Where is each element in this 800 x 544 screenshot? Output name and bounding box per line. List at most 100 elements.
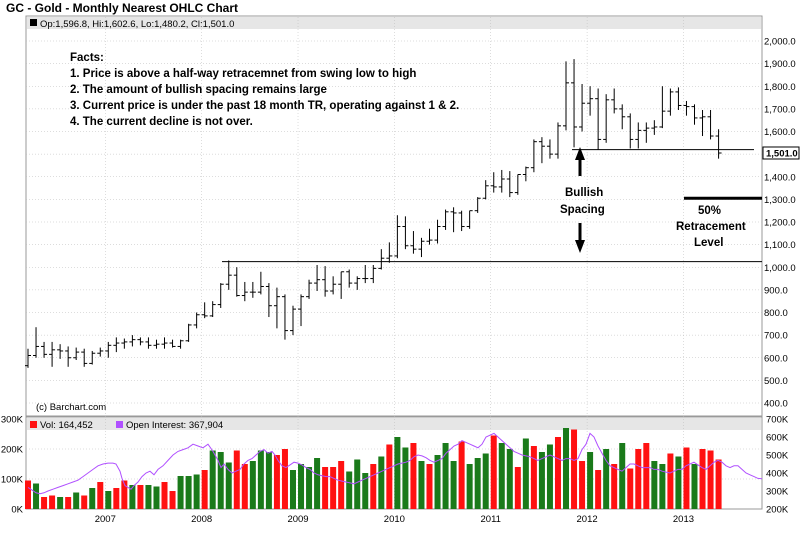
facts-line-2: 2. The amount of bullish spacing remains… bbox=[70, 84, 327, 96]
volume-bar bbox=[249, 461, 256, 509]
volume-bar bbox=[330, 467, 337, 509]
ohlc-bar bbox=[587, 86, 594, 116]
volume-bar bbox=[587, 452, 594, 509]
retrace-label-0: 50% bbox=[698, 205, 721, 217]
ohlc-bar bbox=[571, 59, 578, 148]
volume-bar bbox=[442, 443, 449, 509]
volume-bar bbox=[217, 452, 224, 509]
volume-bars bbox=[25, 428, 722, 509]
volume-bar bbox=[571, 429, 578, 509]
ohlc-bar bbox=[97, 347, 104, 357]
x-tick-label: 2008 bbox=[191, 514, 212, 525]
volume-bar bbox=[225, 462, 232, 509]
ohlc-bar bbox=[458, 210, 465, 232]
price-header-bar bbox=[27, 17, 761, 29]
volume-bar bbox=[289, 470, 296, 509]
open-interest-axis: 200K 300K 400K 500K 600K 700K bbox=[766, 415, 789, 516]
volume-bar bbox=[233, 450, 240, 509]
ohlc-bar bbox=[514, 173, 521, 195]
volume-bar bbox=[306, 467, 313, 509]
volume-bar bbox=[201, 470, 208, 509]
volume-bar bbox=[185, 476, 192, 509]
volume-bar bbox=[683, 447, 690, 509]
volume-bar bbox=[370, 464, 377, 509]
ohlc-bar bbox=[659, 86, 666, 129]
price-panel bbox=[25, 15, 763, 417]
ohlc-bar bbox=[418, 237, 425, 258]
ohlc-bar bbox=[691, 104, 698, 125]
retracement-annotation: 50% Retracement Level bbox=[676, 205, 746, 249]
oi-tick-label: 500K bbox=[766, 451, 789, 462]
oi-tick-label: 400K bbox=[766, 469, 789, 480]
ohlc-bar bbox=[603, 94, 610, 143]
ohlc-bar bbox=[257, 271, 264, 295]
volume-bar bbox=[241, 464, 248, 509]
volume-bar bbox=[514, 467, 521, 509]
volume-bar bbox=[426, 464, 433, 509]
volume-bar bbox=[129, 485, 136, 509]
volume-bar bbox=[490, 435, 497, 509]
volume-bar bbox=[691, 464, 698, 509]
ohlc-bar bbox=[386, 242, 393, 263]
ohlc-bar bbox=[105, 341, 112, 358]
facts-line-0: Facts: bbox=[70, 52, 104, 64]
volume-bar bbox=[546, 444, 553, 509]
volume-bar bbox=[522, 438, 529, 509]
price-tick-label: 1,800.0 bbox=[764, 82, 796, 93]
volume-bar bbox=[635, 449, 642, 509]
price-tick-label: 800.0 bbox=[764, 308, 788, 319]
volume-bar bbox=[699, 449, 706, 509]
ohlc-bar bbox=[394, 215, 401, 259]
volume-bar bbox=[105, 491, 112, 509]
ohlc-bar bbox=[137, 337, 144, 346]
oi-tick-label: 200K bbox=[766, 505, 789, 516]
ohlc-bar bbox=[177, 339, 184, 349]
volume-bar bbox=[314, 458, 321, 509]
volume-bar bbox=[177, 476, 184, 509]
volume-bar bbox=[667, 453, 674, 509]
price-tick-label: 1,200.0 bbox=[764, 218, 796, 229]
ohlc-bar bbox=[169, 339, 176, 348]
ohlc-bar bbox=[538, 137, 545, 164]
volume-bar bbox=[595, 470, 602, 509]
ohlc-bar bbox=[402, 216, 409, 250]
price-tick-label: 2,000.0 bbox=[764, 37, 796, 48]
volume-bar bbox=[394, 437, 401, 509]
volume-bar bbox=[362, 473, 369, 509]
price-tick-label: 700.0 bbox=[764, 331, 788, 342]
ohlc-bar bbox=[73, 347, 80, 361]
price-axis: 400.0 500.0 600.0 700.0 800.0 900.0 1,000.0 1,1… bbox=[764, 37, 796, 410]
volume-bar bbox=[611, 464, 618, 509]
volume-bar bbox=[563, 428, 570, 509]
volume-bar bbox=[619, 443, 626, 509]
facts-line-3: 3. Current price is under the past 18 mo… bbox=[70, 100, 459, 112]
volume-bar bbox=[145, 485, 152, 509]
volume-bar bbox=[418, 461, 425, 509]
ohlc-bar bbox=[241, 281, 248, 302]
ohlc-bar bbox=[25, 348, 31, 368]
volume-bar bbox=[707, 450, 714, 509]
volume-bar bbox=[121, 480, 128, 509]
ohlc-bar bbox=[426, 228, 433, 245]
ohlc-bar bbox=[546, 139, 553, 159]
volume-bar bbox=[73, 492, 80, 509]
volume-bar bbox=[33, 483, 40, 509]
price-tick-label: 1,400.0 bbox=[764, 172, 796, 183]
ohlc-bar bbox=[306, 279, 313, 299]
ohlc-bar bbox=[442, 209, 449, 230]
ohlc-bar bbox=[474, 197, 481, 213]
volume-bar bbox=[659, 464, 666, 509]
ohlc-bar bbox=[506, 171, 513, 198]
ohlc-bar bbox=[498, 169, 505, 193]
ohlc-bar bbox=[185, 323, 192, 342]
volume-bar bbox=[474, 458, 481, 509]
ohlc-bar bbox=[233, 267, 240, 297]
volume-bar bbox=[715, 459, 722, 509]
volume-tick-label: 100K bbox=[1, 475, 24, 486]
volume-bar bbox=[675, 456, 682, 509]
x-tick-label: 2011 bbox=[481, 514, 501, 525]
ohlc-bar bbox=[273, 287, 280, 329]
volume-bar bbox=[410, 443, 417, 509]
grid-lines bbox=[26, 17, 762, 509]
